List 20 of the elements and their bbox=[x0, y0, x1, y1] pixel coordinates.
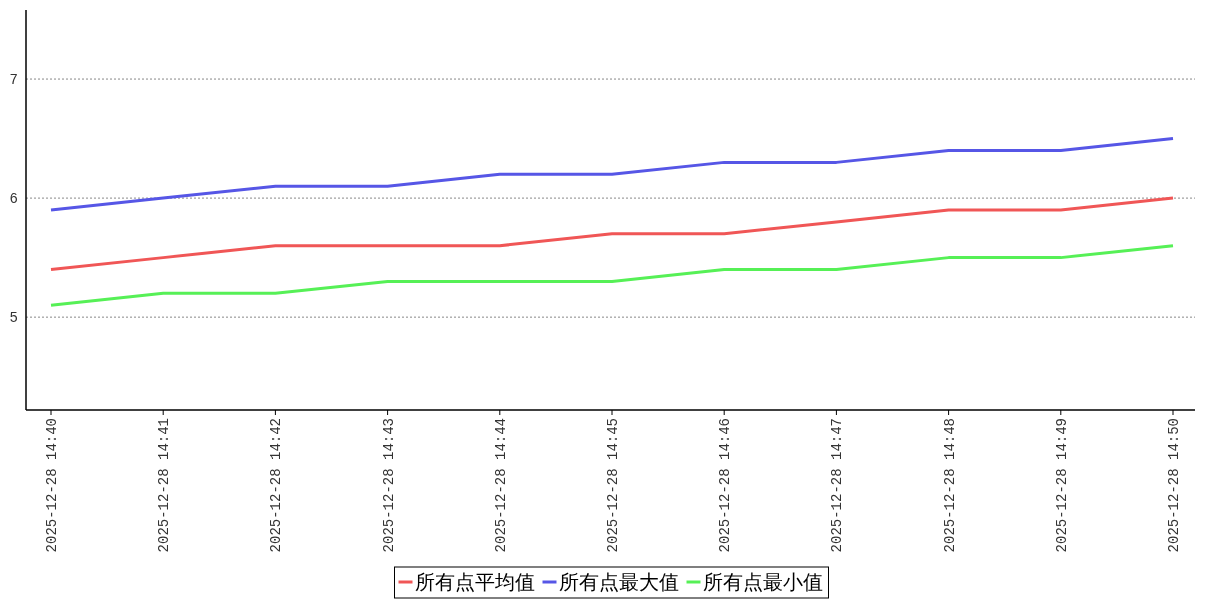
x-tick-label: 2025-12-28 14:46 bbox=[717, 418, 734, 553]
x-tick-label: 2025-12-28 14:44 bbox=[492, 418, 509, 553]
x-tick-label: 2025-12-28 14:50 bbox=[1166, 418, 1182, 553]
x-tick-label: 2025-12-28 14:41 bbox=[156, 418, 173, 553]
y-tick-label: 7 bbox=[9, 72, 18, 89]
x-tick-label: 2025-12-28 14:49 bbox=[1053, 418, 1070, 553]
x-tick-label: 2025-12-28 14:40 bbox=[44, 418, 60, 553]
x-tick-label: 2025-12-28 14:45 bbox=[605, 418, 621, 553]
legend-label: 所有点最小值 bbox=[702, 570, 823, 594]
legend-label: 所有点最大值 bbox=[558, 570, 679, 594]
line-series bbox=[49, 196, 1175, 272]
line-series bbox=[49, 244, 1175, 307]
x-tick-label: 2025-12-28 14:47 bbox=[829, 418, 846, 553]
legend-label: 所有点平均值 bbox=[414, 570, 535, 594]
x-tick-label: 2025-12-28 14:42 bbox=[268, 418, 285, 553]
line-series bbox=[49, 137, 1175, 212]
y-tick-label: 5 bbox=[9, 310, 18, 327]
x-tick-label: 2025-12-28 14:48 bbox=[941, 418, 958, 553]
x-tick-label: 2025-12-28 14:43 bbox=[380, 418, 397, 553]
y-tick-label: 6 bbox=[9, 191, 18, 208]
